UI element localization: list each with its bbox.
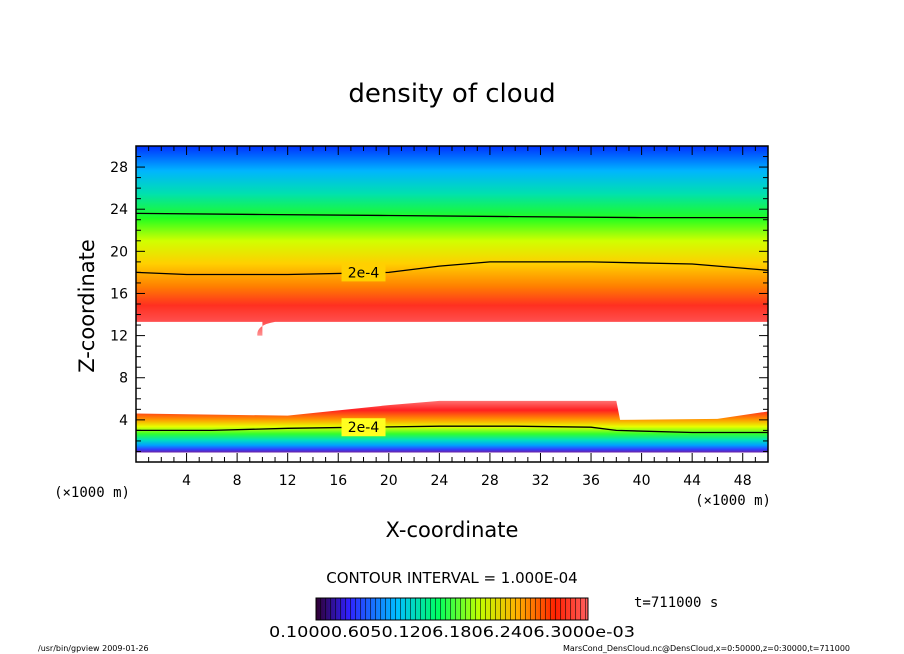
contour-label-bg [341,418,386,437]
contour-line [136,425,768,434]
x-axis-ticks: 4 8 12 16 20 24 28 32 36 40 44 48 [148,146,756,489]
y-tick-label: 16 [110,286,128,302]
y-axis-unit: (×1000 m) [54,485,130,501]
time-label: t=711000 s [634,595,718,611]
colorbar [315,597,589,621]
x-tick-label: 40 [633,473,651,489]
upper-cloud-field [136,146,768,336]
footer-right: MarsCond_DensCloud.nc@DensCloud,x=0:5000… [563,644,850,653]
y-tick-label: 24 [110,202,128,218]
contour-line [136,261,768,276]
chart-title: density of cloud [348,79,555,109]
plot-area: 2e-4 2e-4 [136,146,768,453]
contour-lines: 2e-4 2e-4 [136,212,768,437]
y-tick-label: 28 [110,160,128,176]
contour-line [136,212,768,219]
contour-label-bg [341,263,386,282]
x-tick-label: 44 [683,473,701,489]
x-tick-label: 28 [481,473,499,489]
y-tick-label: 8 [119,371,128,387]
contour-label: 2e-4 [348,265,380,281]
colorbar-labels: 0.10000.6050.1206.1806.2406.3000e-03 [269,623,635,641]
x-tick-label: 32 [532,473,550,489]
x-tick-label: 8 [233,473,242,489]
y-axis-ticks: 4 8 12 16 20 24 28 [110,156,768,452]
x-tick-label: 12 [279,473,297,489]
footer-left: /usr/bin/gpview 2009-01-26 [38,644,149,653]
x-tick-label: 20 [380,473,398,489]
x-tick-label: 16 [329,473,347,489]
x-axis-unit: (×1000 m) [695,493,771,509]
x-axis-label: X-coordinate [386,518,519,542]
x-tick-label: 4 [182,473,191,489]
y-tick-label: 12 [110,329,128,345]
x-tick-label: 24 [430,473,448,489]
y-axis-label: Z-coordinate [75,239,99,373]
y-tick-label: 4 [119,413,128,429]
contour-interval-text: CONTOUR INTERVAL = 1.000E-04 [326,569,577,587]
x-tick-label: 36 [582,473,600,489]
x-tick-label: 48 [734,473,752,489]
contour-label: 2e-4 [348,420,380,436]
y-tick-label: 20 [110,244,128,260]
